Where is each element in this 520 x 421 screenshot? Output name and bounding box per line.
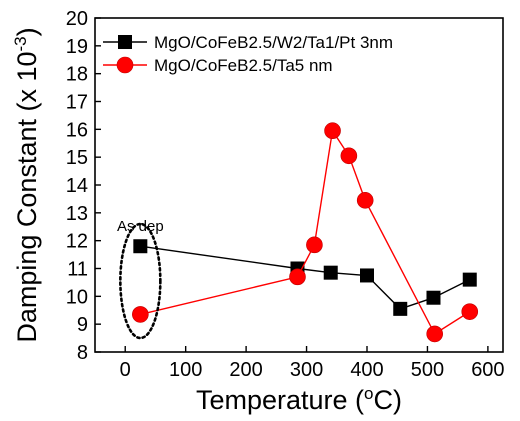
data-point <box>133 239 148 254</box>
data-point <box>426 325 443 343</box>
legend-entry-1: MgO/CoFeB2.5/W2/Ta1/Pt 3nm <box>103 33 393 52</box>
annotations: As dep <box>117 218 164 340</box>
series-line <box>140 128 471 335</box>
data-point <box>323 265 338 280</box>
series-1 <box>133 239 477 316</box>
data-point <box>356 192 374 209</box>
legend: MgO/CoFeB2.5/W2/Ta1/Pt 3nm MgO/CoFeB2.5/T… <box>103 33 393 75</box>
y-tick-label: 11 <box>67 259 88 281</box>
ticks: 0 100 200 300 400 500 600 8 9 10 11 12 13 14 15 16 17 18 1… <box>66 8 505 381</box>
x-tick-label: 600 <box>471 359 504 381</box>
x-tick-label: 500 <box>411 359 444 381</box>
y-tick-label: 20 <box>66 8 88 30</box>
y-tick-label: 17 <box>66 92 88 114</box>
y-tick-label: 10 <box>66 286 88 308</box>
x-axis-label: Temperature (oC) <box>196 384 402 415</box>
data-point <box>306 236 323 254</box>
y-tick-label: 18 <box>66 64 88 86</box>
series-layer <box>132 122 479 343</box>
y-tick-label: 14 <box>66 175 88 197</box>
data-point <box>324 122 341 140</box>
series-2 <box>132 122 479 343</box>
data-point <box>289 268 306 286</box>
x-tick-label: 100 <box>169 359 202 381</box>
data-point <box>132 306 149 323</box>
y-tick-label: 9 <box>77 314 88 336</box>
x-tick-label: 300 <box>290 359 323 381</box>
data-point <box>461 303 479 320</box>
y-tick-label: 15 <box>66 147 88 169</box>
data-point <box>426 290 441 305</box>
data-point <box>360 268 374 283</box>
legend-label: MgO/CoFeB2.5/W2/Ta1/Pt 3nm <box>154 33 393 52</box>
x-tick-label: 0 <box>120 359 131 381</box>
axis-labels: Temperature (oC) Damping Constant (x 10-3… <box>11 27 402 415</box>
y-axis-label: Damping Constant (x 10-3) <box>11 27 42 342</box>
data-point <box>462 272 477 287</box>
y-tick-label: 8 <box>77 342 88 364</box>
y-tick-label: 12 <box>66 231 88 253</box>
legend-marker <box>116 56 134 74</box>
legend-entry-2: MgO/CoFeB2.5/Ta5 nm <box>103 56 333 75</box>
annotation-text: As dep <box>117 218 164 235</box>
data-point <box>340 147 358 165</box>
data-point <box>393 301 408 316</box>
as-dep-ellipse <box>119 222 162 340</box>
legend-label: MgO/CoFeB2.5/Ta5 nm <box>154 56 333 75</box>
x-tick-label: 400 <box>350 359 383 381</box>
y-tick-label: 19 <box>66 36 88 58</box>
y-tick-label: 13 <box>66 203 88 225</box>
y-tick-label: 16 <box>66 119 88 141</box>
legend-marker <box>118 35 132 49</box>
x-tick-label: 200 <box>229 359 262 381</box>
